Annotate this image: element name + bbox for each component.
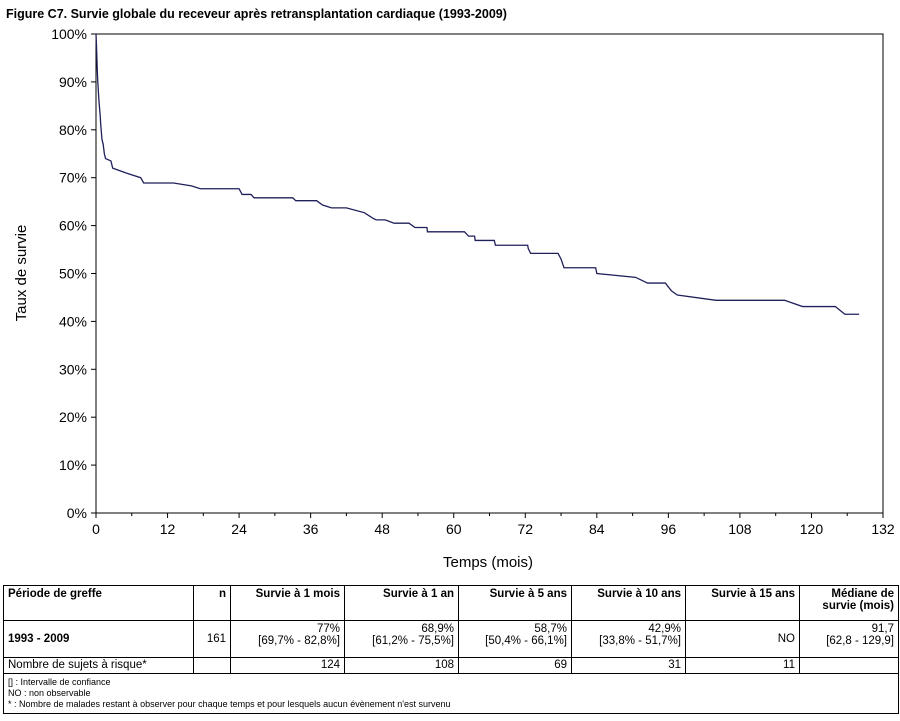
- risk-empty-cell: [193, 657, 231, 674]
- ci-survie-5-ans: [50,4% - 66,1%]: [485, 635, 567, 647]
- risk-empty-cell: [799, 657, 899, 674]
- risk-value-1-mois: 124: [230, 657, 345, 674]
- cell-survie-1-mois: 77% [69,7% - 82,8%]: [230, 620, 345, 658]
- plot-frame: [95, 33, 884, 514]
- notes-row: [] : Intervalle de confiance NO : non ob…: [3, 673, 899, 714]
- header-survie-15-ans: Survie à 15 ans: [685, 585, 800, 621]
- y-tick-label: 50%: [59, 266, 87, 282]
- value-survie-10-ans: 42,9%: [648, 623, 681, 635]
- x-tick-label: 120: [800, 521, 824, 537]
- cell-mediane: 91,7 [62,8 - 129,9]: [799, 620, 899, 658]
- header-survie-10-ans: Survie à 10 ans: [571, 585, 686, 621]
- value-mediane: 91,7: [871, 623, 894, 635]
- value-survie-1-an: 68,9%: [421, 623, 454, 635]
- ci-survie-1-an: [61,2% - 75,5%]: [372, 635, 454, 647]
- y-tick-label: 10%: [59, 457, 87, 473]
- y-tick-label: 90%: [59, 74, 87, 90]
- y-tick-label: 40%: [59, 313, 87, 329]
- ci-mediane: [62,8 - 129,9]: [826, 635, 894, 647]
- value-survie-1-mois: 77%: [316, 623, 340, 635]
- risk-label: Nombre de sujets à risque*: [3, 657, 194, 674]
- y-axis-label: Taux de survie: [13, 225, 30, 322]
- y-tick-label: 0%: [67, 505, 87, 521]
- x-tick-label: 96: [661, 521, 677, 537]
- y-tick-label: 100%: [51, 26, 87, 42]
- header-survie-5-ans: Survie à 5 ans: [458, 585, 572, 621]
- y-tick-label: 60%: [59, 218, 87, 234]
- table-row: 1993 - 2009 161 77% [69,7% - 82,8%] 68,9…: [3, 620, 899, 658]
- x-axis-label: Temps (mois): [443, 554, 533, 571]
- x-tick-label: 84: [589, 521, 605, 537]
- cell-survie-15-ans: NO: [685, 620, 800, 658]
- risk-value-1-an: 108: [344, 657, 459, 674]
- table-notes: [] : Intervalle de confiance NO : non ob…: [3, 673, 899, 714]
- header-n: n: [193, 585, 231, 621]
- x-tick-label: 24: [231, 521, 247, 537]
- cell-survie-1-an: 68,9% [61,2% - 75,5%]: [344, 620, 459, 658]
- value-survie-5-ans: 58,7%: [534, 623, 567, 635]
- header-periode: Période de greffe: [3, 585, 194, 621]
- risk-value-10-ans: 31: [571, 657, 686, 674]
- ci-survie-1-mois: [69,7% - 82,8%]: [258, 635, 340, 647]
- x-axis: 0 12 24 36 48 60 72 84 96 108 120 132: [92, 513, 895, 537]
- risk-row: Nombre de sujets à risque* 124 108 69 31…: [3, 657, 899, 674]
- x-tick-label: 72: [517, 521, 533, 537]
- risk-value-15-ans: 11: [685, 657, 800, 674]
- cell-survie-5-ans: 58,7% [50,4% - 66,1%]: [458, 620, 572, 658]
- ci-survie-10-ans: [33,8% - 51,7%]: [599, 635, 681, 647]
- y-tick-label: 80%: [59, 122, 87, 138]
- x-tick-label: 108: [728, 521, 752, 537]
- header-survie-1-an: Survie à 1 an: [344, 585, 459, 621]
- cell-survie-10-ans: 42,9% [33,8% - 51,7%]: [571, 620, 686, 658]
- chart-title: Figure C7. Survie globale du receveur ap…: [6, 7, 507, 21]
- risk-value-5-ans: 69: [458, 657, 572, 674]
- note-ci: [] : Intervalle de confiance: [8, 677, 111, 687]
- x-tick-label: 12: [160, 521, 176, 537]
- x-tick-label: 60: [446, 521, 462, 537]
- table-header-row: Période de greffe n Survie à 1 mois Surv…: [3, 585, 899, 621]
- y-axis: 0% 10% 20% 30% 40% 50% 60% 70% 80% 90% 100%: [51, 26, 96, 521]
- note-risk: * : Nombre de malades restant à observer…: [8, 699, 451, 709]
- header-mediane: Médiane de survie (mois): [799, 585, 899, 621]
- x-tick-label: 0: [92, 521, 100, 537]
- y-tick-label: 20%: [59, 409, 87, 425]
- y-tick-label: 70%: [59, 170, 87, 186]
- survival-curve: [95, 33, 860, 315]
- results-table: Période de greffe n Survie à 1 mois Surv…: [3, 585, 899, 714]
- header-survie-1-mois: Survie à 1 mois: [230, 585, 345, 621]
- cell-period: 1993 - 2009: [3, 620, 194, 658]
- cell-n: 161: [193, 620, 231, 658]
- y-tick-label: 30%: [59, 361, 87, 377]
- x-tick-label: 132: [871, 521, 895, 537]
- survival-chart: 0% 10% 20% 30% 40% 50% 60% 70% 80% 90% 100% 0 12 24 3…: [13, 26, 895, 571]
- note-no: NO : non observable: [8, 688, 91, 698]
- x-tick-label: 48: [374, 521, 390, 537]
- x-tick-label: 36: [303, 521, 319, 537]
